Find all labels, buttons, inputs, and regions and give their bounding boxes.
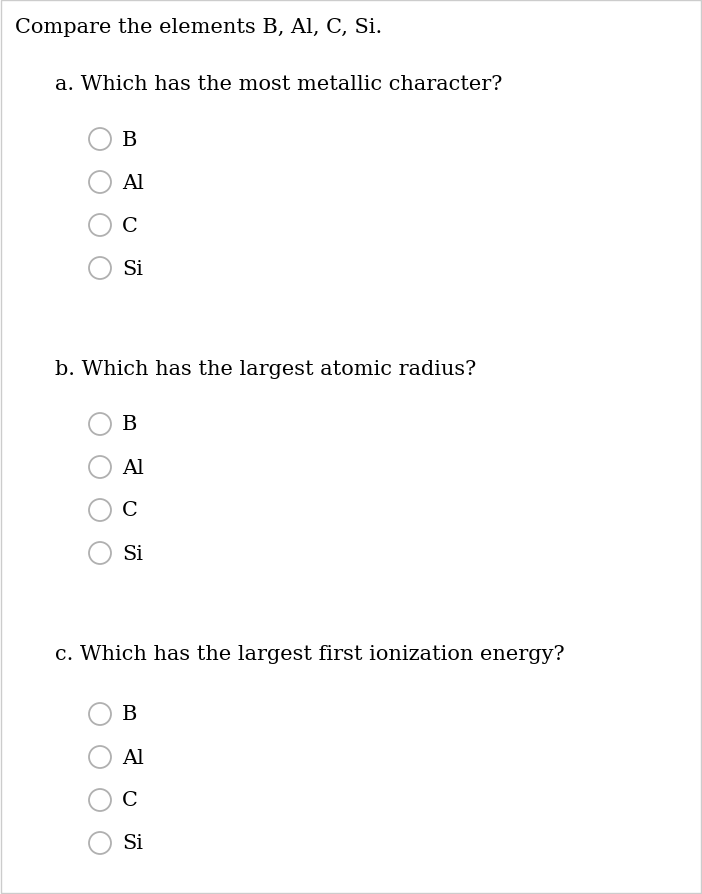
Ellipse shape bbox=[89, 129, 111, 151]
Ellipse shape bbox=[89, 414, 111, 435]
Text: Al: Al bbox=[122, 173, 144, 192]
Ellipse shape bbox=[89, 215, 111, 237]
Text: Al: Al bbox=[122, 458, 144, 477]
Ellipse shape bbox=[89, 832, 111, 854]
Text: b. Which has the largest atomic radius?: b. Which has the largest atomic radius? bbox=[55, 359, 476, 378]
Text: B: B bbox=[122, 704, 138, 723]
Ellipse shape bbox=[89, 457, 111, 478]
Text: a. Which has the most metallic character?: a. Which has the most metallic character… bbox=[55, 75, 503, 94]
Text: C: C bbox=[122, 216, 138, 235]
Ellipse shape bbox=[89, 500, 111, 521]
Ellipse shape bbox=[89, 257, 111, 280]
Ellipse shape bbox=[89, 704, 111, 725]
Text: Compare the elements B, Al, C, Si.: Compare the elements B, Al, C, Si. bbox=[15, 18, 383, 37]
Ellipse shape bbox=[89, 789, 111, 811]
Text: Al: Al bbox=[122, 747, 144, 767]
Text: B: B bbox=[122, 415, 138, 434]
Text: Si: Si bbox=[122, 259, 143, 278]
Ellipse shape bbox=[89, 746, 111, 768]
Text: Si: Si bbox=[122, 833, 143, 853]
Ellipse shape bbox=[89, 543, 111, 564]
Text: Si: Si bbox=[122, 544, 143, 563]
Text: c. Which has the largest first ionization energy?: c. Which has the largest first ionizatio… bbox=[55, 645, 564, 663]
Ellipse shape bbox=[89, 172, 111, 194]
Text: B: B bbox=[122, 131, 138, 149]
Text: C: C bbox=[122, 501, 138, 520]
Text: C: C bbox=[122, 790, 138, 810]
